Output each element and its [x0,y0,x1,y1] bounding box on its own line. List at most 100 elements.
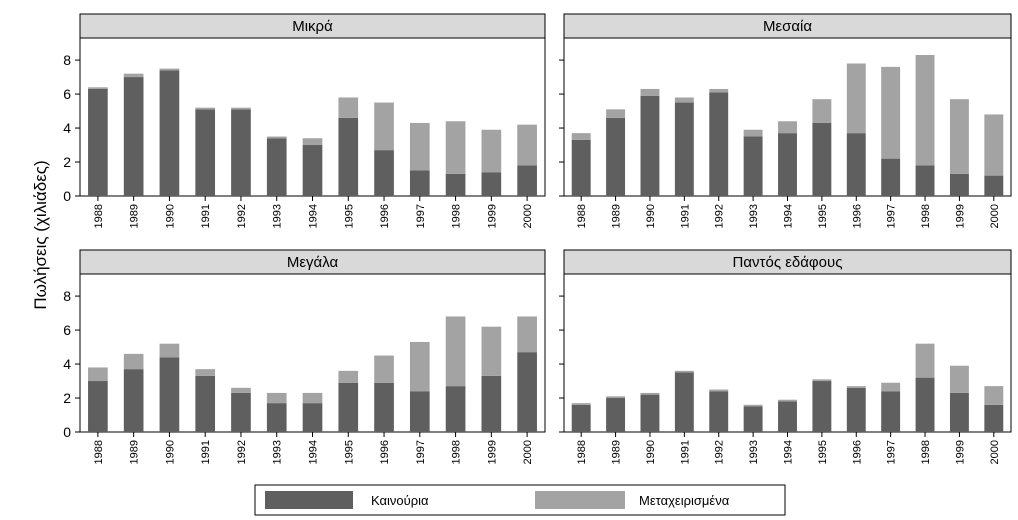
bar-used [571,133,591,140]
x-tick-label: 1995 [343,440,355,464]
x-tick-label: 1988 [576,204,588,228]
x-tick-label: 1999 [954,440,966,464]
x-tick-label: 1998 [451,440,463,464]
bar-new [915,377,935,432]
bar-used [409,122,430,171]
bar-used [481,326,502,376]
bar-used [709,389,729,392]
bar-new [881,158,901,196]
x-tick-label: 1988 [93,440,105,464]
bar-used [881,66,901,159]
legend-swatch-used [535,491,625,509]
bar-used [88,367,108,382]
bar-used [123,353,144,370]
bar-new [517,352,537,432]
x-tick-label: 1990 [645,204,657,228]
bar-new [606,398,626,432]
panel-strip [79,13,546,39]
x-tick-label: 1998 [451,204,463,228]
x-tick-label: 1992 [714,440,726,464]
panel-strip [79,249,546,275]
bar-used [743,129,763,137]
bar-used [302,392,323,404]
x-tick-label: 2000 [522,204,534,228]
x-tick-label: 1990 [645,440,657,464]
bar-new [984,175,1004,196]
panel-title: Μεσαία [763,18,812,35]
bar-used [517,124,537,166]
bar-used [195,107,216,110]
x-tick-label: 1991 [679,204,691,228]
bar-used [778,121,797,134]
bar-new [640,95,660,196]
panel-title: Μικρά [292,18,333,35]
bar-used [606,396,626,399]
x-tick-label: 1999 [954,204,966,228]
x-tick-label: 2000 [522,440,534,464]
bar-used [445,121,466,174]
bar-new [846,387,866,432]
bar-used [571,403,591,405]
panel-title: Μεγάλα [287,254,339,271]
bar-new [481,172,502,196]
x-tick-label: 1997 [886,204,898,228]
y-tick-label: 8 [63,52,71,68]
bar-used [984,386,1004,405]
bar-used [409,341,430,392]
bar-used [846,386,866,388]
bar-used [231,107,251,110]
bar-used [123,73,144,78]
bar-new [743,406,763,432]
bar-new [881,391,901,432]
bar-used [266,136,287,139]
bar-used [812,99,832,123]
x-tick-label: 2000 [989,440,1001,464]
bar-new [674,372,694,432]
bar-new [571,139,591,196]
y-axis-label: Πωλήσεις (χιλιάδες) [31,160,50,309]
legend-label-new: Καινούρια [371,493,429,508]
bar-new [195,109,216,196]
bar-new [846,133,866,196]
bar-new [949,392,969,432]
bar-new [374,382,394,432]
bar-new [915,165,935,196]
bar-new [374,150,394,196]
x-tick-label: 1993 [748,204,760,228]
bar-new [812,381,832,432]
x-tick-label: 1992 [236,204,248,228]
y-tick-label: 4 [63,356,71,372]
x-tick-label: 1989 [129,440,141,464]
bar-new [984,404,1004,432]
panel-title: Παντός εδάφους [733,254,843,271]
x-tick-label: 1989 [611,440,623,464]
y-tick-label: 8 [63,288,71,304]
bar-new [195,375,216,432]
bar-new [231,392,251,432]
bar-used [338,97,359,118]
x-tick-label: 1989 [611,204,623,228]
bar-new [338,117,359,196]
bar-used [481,129,502,173]
bar-new [409,391,430,432]
x-tick-label: 1996 [851,440,863,464]
bar-new [266,138,287,196]
bar-new [674,102,694,196]
bar-new [266,403,287,432]
y-tick-label: 2 [63,390,71,406]
bar-used [302,138,323,146]
bar-new [709,92,729,196]
x-tick-label: 1988 [576,440,588,464]
x-tick-label: 1994 [308,204,320,228]
y-tick-label: 0 [63,188,71,204]
bar-new [778,401,797,432]
bar-used [517,316,537,353]
x-tick-label: 1994 [308,440,320,464]
x-tick-label: 1992 [236,440,248,464]
y-tick-label: 2 [63,154,71,170]
x-tick-label: 1994 [783,204,795,228]
x-tick-label: 1999 [486,440,498,464]
x-tick-label: 2000 [989,204,1001,228]
